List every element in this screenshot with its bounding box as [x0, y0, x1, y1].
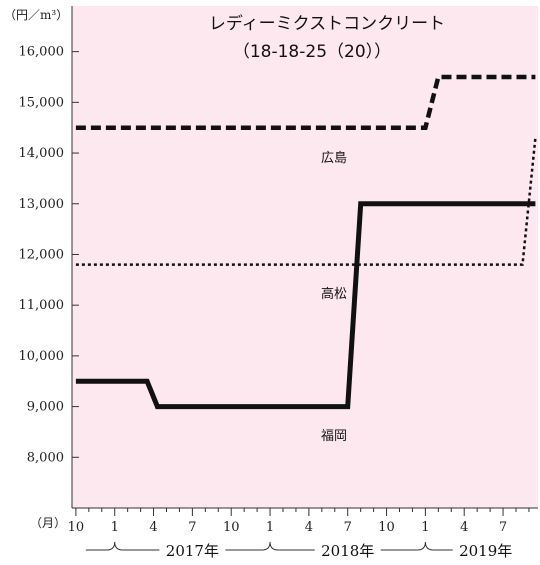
y-tick-label: 11,000 [19, 298, 65, 313]
chart-subtitle: （18-18-25（20）） [233, 42, 391, 62]
series-line-福岡 [75, 201, 536, 410]
year-label: 2017年 [166, 542, 219, 560]
plot-background [72, 6, 538, 508]
chart-title: レディーミクストコンクリート [209, 13, 445, 34]
x-tick-label: 4 [149, 520, 157, 535]
y-tick-label: 12,000 [19, 247, 65, 262]
series-line-広島 [75, 74, 536, 130]
x-tick-label: 10 [378, 520, 395, 535]
x-tick-label: 4 [460, 520, 468, 535]
y-tick-label: 8,000 [27, 450, 64, 465]
x-tick-label: 7 [344, 520, 352, 535]
x-tick-label: 7 [188, 520, 196, 535]
x-tick-label: 10 [223, 520, 240, 535]
series-label: 福岡 [321, 429, 347, 444]
year-label: 2019年 [459, 542, 512, 560]
series-label: 高松 [321, 286, 347, 302]
y-tick-label: 16,000 [19, 45, 65, 60]
series-layer [75, 74, 537, 410]
y-tick-label: 13,000 [19, 197, 65, 212]
axes: 8,000 9,000 10,000 11,000 12,000 13,000 14,000… [19, 6, 538, 560]
x-tick-label: 7 [499, 520, 507, 535]
x-tick-label: 1 [111, 520, 119, 535]
series-label: 広島 [321, 151, 347, 166]
x-tick-label: 10 [68, 520, 85, 535]
x-tick-label: 1 [266, 520, 274, 535]
x-tick-label: 4 [305, 520, 313, 535]
x-tick-label: 1 [421, 520, 429, 535]
y-tick-label: 14,000 [19, 146, 65, 161]
y-tick-label: 15,000 [19, 95, 65, 110]
series-line-高松 [75, 137, 537, 266]
year-brackets [85, 541, 434, 551]
y-tick-label: 9,000 [27, 400, 64, 415]
y-tick-label: 10,000 [19, 349, 65, 364]
y-axis-unit: （円／m³） [4, 8, 68, 22]
x-axis-unit: （月） [30, 516, 66, 530]
year-label: 2018年 [321, 542, 374, 560]
